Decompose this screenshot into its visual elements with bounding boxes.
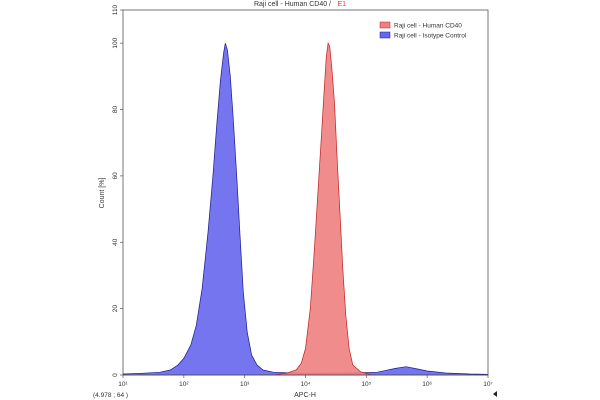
chart-title: Raji cell - Human CD40 / E1 [254, 0, 346, 10]
x-tick-label: 10⁴ [300, 381, 310, 388]
x-tick-label: 10⁷ [483, 381, 493, 388]
x-axis-label: APC-H [294, 392, 316, 399]
x-tick-label: 10¹ [118, 381, 128, 388]
y-tick-label: 0 [112, 373, 119, 377]
coordinate-readout: (4.978 ; 64 ) [93, 392, 128, 399]
y-axis: 0 20 40 60 80 100 110 [112, 4, 123, 377]
y-axis-label: Count [%] [99, 178, 106, 209]
x-tick-label: 10⁶ [422, 381, 432, 388]
y-tick-label: 20 [112, 305, 119, 313]
y-tick-label: 60 [112, 172, 119, 180]
x-axis: 10¹ 10² 10³ 10⁴ 10⁵ 10⁶ 10⁷ [118, 375, 493, 388]
legend-label: Raji cell - Human CD40 [394, 23, 462, 30]
y-tick-label: 110 [112, 4, 119, 15]
legend-label: Raji cell - Isotype Control [394, 33, 467, 40]
y-tick-label: 40 [112, 238, 119, 246]
histogram-series-area [122, 43, 489, 376]
series-layer [122, 42, 489, 376]
collapse-arrow-icon[interactable] [493, 391, 497, 397]
histogram-series-area [273, 42, 372, 376]
x-tick-label: 10³ [240, 381, 250, 388]
y-tick-label: 80 [112, 106, 119, 114]
plot-frame [122, 9, 489, 376]
y-tick-label: 100 [112, 37, 119, 48]
x-tick-label: 10² [179, 381, 189, 388]
legend: Raji cell - Human CD40 Raji cell - Isoty… [379, 21, 467, 40]
legend-swatch [379, 31, 391, 39]
legend-swatch [379, 21, 391, 29]
x-tick-label: 10⁵ [361, 381, 371, 388]
